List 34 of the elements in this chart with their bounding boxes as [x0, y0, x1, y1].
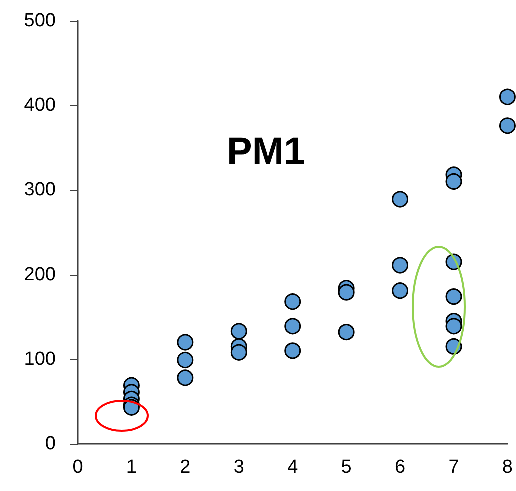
y-tick-label: 300 [24, 180, 56, 201]
point [230, 344, 248, 361]
point [499, 88, 516, 106]
x-tick-label: 5 [341, 457, 352, 478]
y-tick-label: 0 [45, 434, 56, 454]
x-tick-label: 8 [502, 457, 514, 478]
point [177, 352, 194, 368]
point [446, 318, 462, 335]
point [284, 318, 302, 335]
x-tick-label: 7 [448, 457, 460, 478]
text: PM1 [227, 131, 306, 173]
x-tick-label: 6 [395, 457, 406, 478]
y-tick-label: 200 [24, 264, 56, 286]
point [392, 282, 409, 300]
point [177, 370, 194, 386]
y-tick-label: 100 [24, 348, 56, 370]
point [338, 284, 355, 301]
x-tick-label: 0 [72, 457, 84, 478]
x-tick-label: 1 [126, 457, 138, 478]
point [338, 324, 355, 341]
point [392, 257, 409, 274]
x-tick-label: 4 [288, 457, 299, 478]
point [392, 191, 409, 208]
y-tick-label: 500 [24, 10, 56, 32]
point [284, 294, 302, 310]
y-tick-label: 400 [24, 95, 56, 116]
point [177, 334, 194, 351]
point [499, 118, 516, 134]
x-tick-label: 3 [234, 457, 244, 478]
x-tick-label: 2 [180, 457, 191, 478]
point [446, 173, 462, 190]
point [446, 288, 462, 306]
point [284, 342, 302, 360]
point [230, 323, 248, 340]
